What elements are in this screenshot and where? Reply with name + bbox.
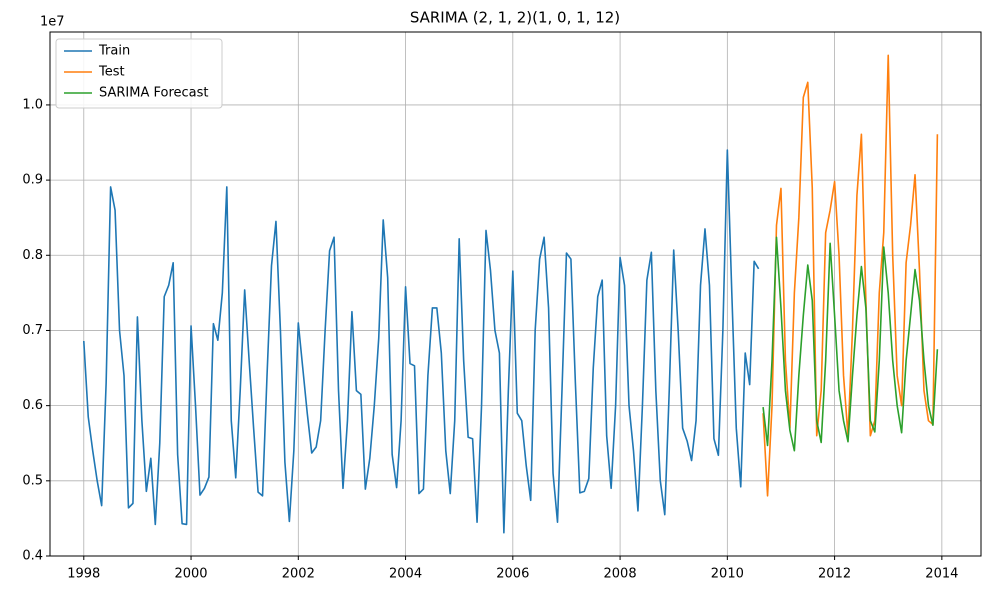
- series-line: [762, 54, 939, 497]
- x-tick-label: 2012: [818, 567, 851, 582]
- legend-box: [55, 38, 223, 109]
- x-tick-label: 2004: [389, 567, 422, 582]
- y-tick-label: 0.9: [22, 173, 43, 188]
- legend-label: Train: [98, 44, 130, 59]
- legend-label: SARIMA Forecast: [99, 86, 209, 101]
- x-tick-label: 2008: [604, 567, 637, 582]
- y-offset-label: 1e7: [40, 15, 65, 30]
- chart-title: SARIMA (2, 1, 2)(1, 0, 1, 12): [410, 9, 620, 27]
- legend-label: Test: [98, 65, 125, 80]
- y-tick-label: 0.7: [22, 323, 43, 338]
- x-tick-label: 2002: [282, 567, 315, 582]
- series-line: [82, 149, 760, 534]
- x-tick-label: 2010: [711, 567, 744, 582]
- x-tick-label: 2000: [174, 567, 207, 582]
- x-tick-label: 1998: [67, 567, 100, 582]
- y-tick-label: 0.5: [22, 473, 43, 488]
- y-tick-label: 0.4: [22, 549, 43, 564]
- x-tick-label: 2006: [496, 567, 529, 582]
- plot-frame: [49, 31, 982, 557]
- y-tick-label: 1.0: [22, 97, 43, 112]
- y-tick-label: 0.6: [22, 398, 43, 413]
- series-line: [762, 236, 939, 452]
- x-tick-label: 2014: [925, 567, 958, 582]
- y-tick-label: 0.8: [22, 248, 43, 263]
